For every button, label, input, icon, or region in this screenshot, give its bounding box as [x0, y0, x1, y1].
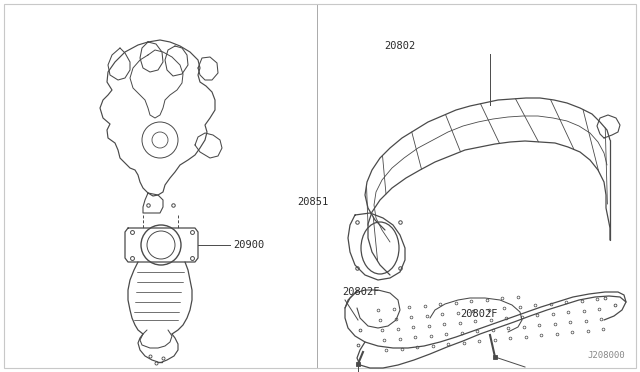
Text: 20802: 20802 [385, 41, 415, 51]
Text: 20802F: 20802F [342, 287, 380, 297]
Text: 20851: 20851 [298, 197, 329, 207]
Text: 20802F: 20802F [460, 309, 497, 319]
Text: 20900: 20900 [233, 240, 264, 250]
Text: J208000: J208000 [588, 351, 625, 360]
